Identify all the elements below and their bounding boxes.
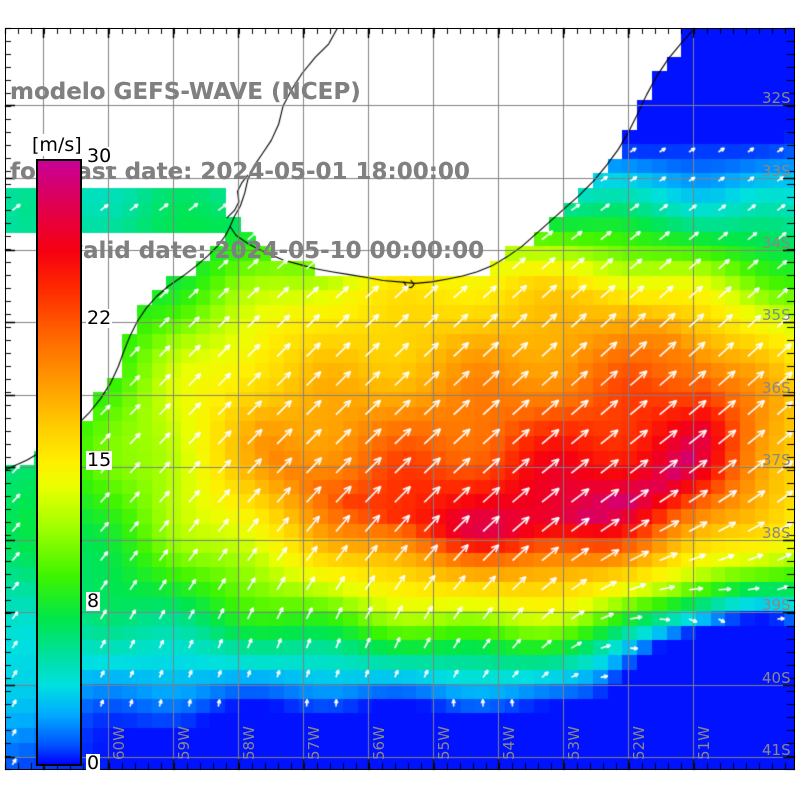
latitude-label: 33S	[762, 162, 791, 180]
longitude-label: 51W	[695, 726, 713, 760]
longitude-label: 53W	[565, 726, 583, 760]
colorbar[interactable]	[36, 159, 82, 766]
longitude-label: 57W	[305, 726, 323, 760]
latitude-label: 32S	[762, 89, 791, 107]
colorbar-tick-30: 30	[86, 145, 113, 167]
colorbar-tick-15: 15	[86, 448, 113, 471]
longitude-label: 52W	[630, 726, 648, 760]
latitude-label: 34S	[762, 234, 791, 252]
colorbar-tick-0: 0	[86, 752, 101, 774]
latitude-label: 41S	[762, 741, 791, 759]
colorbar-tick-8: 8	[86, 589, 101, 612]
latitude-label: 35S	[762, 306, 791, 324]
title-forecast-date: forecast date: 2024-05-01 18:00:00	[10, 158, 470, 185]
title-model: modelo GEFS-WAVE (NCEP)	[10, 79, 361, 105]
latitude-label: 36S	[762, 379, 791, 397]
title-valid-date: valid date: 2024-05-10 00:00:00	[68, 238, 485, 264]
longitude-label: 55W	[435, 726, 453, 760]
latitude-label: 38S	[762, 524, 791, 542]
latitude-label: 40S	[762, 669, 791, 687]
colorbar-unit-label: [m/s]	[30, 134, 84, 156]
longitude-label: 58W	[240, 726, 258, 760]
colorbar-tick-22: 22	[86, 307, 113, 330]
longitude-label: 60W	[110, 726, 128, 760]
latitude-label: 39S	[762, 596, 791, 614]
figure-title: modelo GEFS-WAVE (NCEP) forecast date: 2…	[8, 26, 708, 318]
latitude-label: 37S	[762, 451, 791, 469]
longitude-label: 54W	[500, 726, 518, 760]
longitude-label: 59W	[175, 726, 193, 760]
longitude-label: 56W	[370, 726, 388, 760]
colorbar-gradient	[36, 159, 82, 766]
